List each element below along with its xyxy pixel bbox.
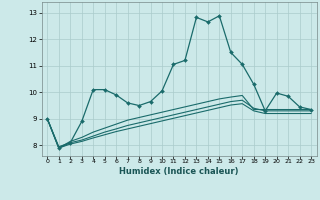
X-axis label: Humidex (Indice chaleur): Humidex (Indice chaleur) [119,167,239,176]
